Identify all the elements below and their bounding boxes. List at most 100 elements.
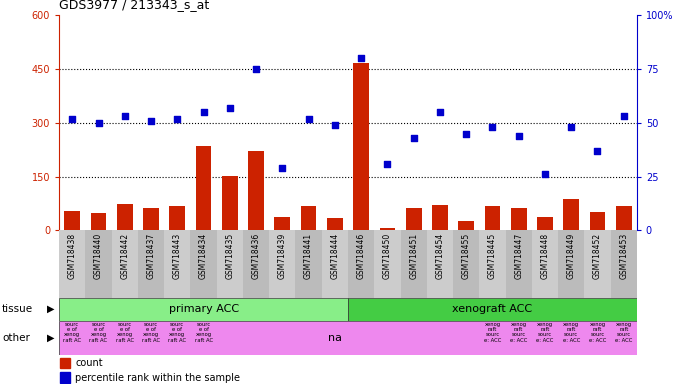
Bar bbox=[537, 217, 553, 230]
Bar bbox=[532, 230, 558, 298]
Text: GSM718448: GSM718448 bbox=[540, 232, 549, 278]
Text: na: na bbox=[328, 333, 342, 343]
Bar bbox=[585, 230, 610, 298]
Point bbox=[382, 161, 393, 167]
Bar bbox=[143, 208, 159, 230]
Text: GSM718439: GSM718439 bbox=[278, 232, 287, 279]
Text: tissue: tissue bbox=[2, 304, 33, 314]
Bar bbox=[164, 230, 191, 298]
Text: xenog
raft
sourc
e: ACC: xenog raft sourc e: ACC bbox=[484, 322, 501, 343]
Bar bbox=[480, 230, 505, 298]
Text: GSM718451: GSM718451 bbox=[409, 232, 418, 278]
Bar bbox=[169, 206, 185, 230]
Text: GSM718435: GSM718435 bbox=[226, 232, 235, 279]
Bar bbox=[59, 230, 86, 298]
Bar bbox=[348, 298, 637, 321]
Text: GSM718438: GSM718438 bbox=[68, 232, 77, 278]
Bar bbox=[248, 151, 264, 230]
Point bbox=[592, 148, 603, 154]
Bar bbox=[374, 230, 400, 298]
Bar bbox=[354, 63, 369, 230]
Bar bbox=[400, 230, 427, 298]
Point bbox=[303, 116, 314, 122]
Text: GSM718447: GSM718447 bbox=[514, 232, 523, 279]
Text: GDS3977 / 213343_s_at: GDS3977 / 213343_s_at bbox=[59, 0, 209, 12]
Point bbox=[145, 118, 157, 124]
Bar bbox=[590, 212, 606, 230]
Point bbox=[119, 113, 130, 119]
Text: GSM718453: GSM718453 bbox=[619, 232, 628, 279]
Text: GSM718437: GSM718437 bbox=[147, 232, 156, 279]
Bar bbox=[269, 230, 296, 298]
Bar bbox=[222, 176, 238, 230]
Bar bbox=[453, 230, 480, 298]
Bar bbox=[216, 230, 243, 298]
Text: GSM718449: GSM718449 bbox=[567, 232, 576, 279]
Point bbox=[539, 171, 551, 177]
Text: GSM718436: GSM718436 bbox=[251, 232, 260, 279]
Bar bbox=[379, 228, 395, 230]
Bar bbox=[348, 230, 374, 298]
Bar bbox=[406, 208, 422, 230]
Text: xenog
raft
sourc
e: ACC: xenog raft sourc e: ACC bbox=[510, 322, 528, 343]
Text: sourc
e of
xenog
raft AC: sourc e of xenog raft AC bbox=[142, 322, 160, 343]
Bar bbox=[296, 230, 322, 298]
Text: GSM718454: GSM718454 bbox=[436, 232, 445, 279]
Point bbox=[277, 165, 288, 171]
Bar bbox=[505, 230, 532, 298]
Point bbox=[513, 133, 524, 139]
Text: GSM718455: GSM718455 bbox=[461, 232, 470, 279]
Point bbox=[434, 109, 445, 115]
Point bbox=[461, 131, 472, 137]
Bar bbox=[196, 146, 212, 230]
Point bbox=[329, 122, 340, 128]
Bar bbox=[243, 230, 269, 298]
Text: sourc
e of
xenog
raft AC: sourc e of xenog raft AC bbox=[116, 322, 134, 343]
Bar bbox=[86, 230, 111, 298]
Text: other: other bbox=[2, 333, 30, 343]
Bar bbox=[65, 211, 80, 230]
Point bbox=[198, 109, 209, 115]
Bar bbox=[111, 230, 138, 298]
Bar bbox=[563, 199, 579, 230]
Point bbox=[487, 124, 498, 130]
Bar bbox=[90, 213, 106, 230]
Bar bbox=[191, 230, 216, 298]
Bar bbox=[511, 208, 527, 230]
Text: GSM718441: GSM718441 bbox=[304, 232, 313, 278]
Bar bbox=[60, 358, 70, 368]
Text: percentile rank within the sample: percentile rank within the sample bbox=[75, 372, 240, 383]
Bar bbox=[427, 230, 453, 298]
Bar bbox=[616, 206, 631, 230]
Bar bbox=[322, 230, 348, 298]
Point bbox=[408, 135, 419, 141]
Text: GSM718445: GSM718445 bbox=[488, 232, 497, 279]
Text: xenog
raft
sourc
e: ACC: xenog raft sourc e: ACC bbox=[562, 322, 580, 343]
Bar bbox=[301, 206, 317, 230]
Text: GSM718444: GSM718444 bbox=[331, 232, 340, 279]
Text: sourc
e of
xenog
raft AC: sourc e of xenog raft AC bbox=[194, 322, 213, 343]
Point bbox=[172, 116, 183, 122]
Point bbox=[224, 105, 235, 111]
Text: GSM718443: GSM718443 bbox=[173, 232, 182, 279]
Point bbox=[356, 55, 367, 61]
Text: primary ACC: primary ACC bbox=[168, 304, 239, 314]
Text: xenog
raft
sourc
e: ACC: xenog raft sourc e: ACC bbox=[589, 322, 606, 343]
Text: xenog
raft
sourc
e: ACC: xenog raft sourc e: ACC bbox=[615, 322, 633, 343]
Bar bbox=[558, 230, 585, 298]
Bar bbox=[458, 221, 474, 230]
Text: GSM718446: GSM718446 bbox=[356, 232, 365, 279]
Text: GSM718434: GSM718434 bbox=[199, 232, 208, 279]
Bar bbox=[484, 206, 500, 230]
Point bbox=[93, 120, 104, 126]
Text: GSM718450: GSM718450 bbox=[383, 232, 392, 279]
Bar bbox=[327, 218, 342, 230]
Bar bbox=[59, 298, 348, 321]
Text: GSM718442: GSM718442 bbox=[120, 232, 129, 278]
Bar bbox=[60, 372, 70, 382]
Text: ▶: ▶ bbox=[47, 304, 54, 314]
Text: GSM718440: GSM718440 bbox=[94, 232, 103, 279]
Text: sourc
e of
xenog
raft AC: sourc e of xenog raft AC bbox=[63, 322, 81, 343]
Text: count: count bbox=[75, 358, 103, 368]
Point bbox=[618, 113, 629, 119]
